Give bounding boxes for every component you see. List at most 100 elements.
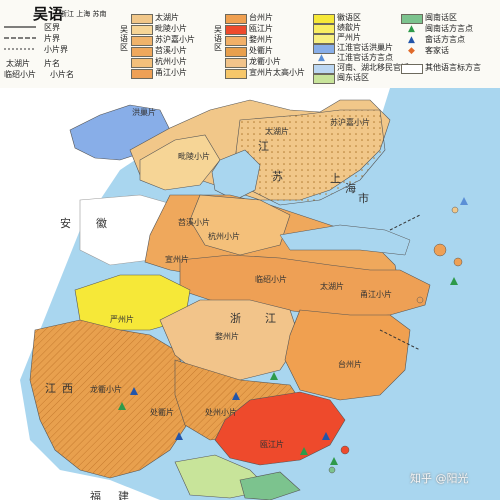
legend-label: 绩歙片 <box>337 23 361 32</box>
legend-label: 婺州片 <box>249 35 273 44</box>
triangle-icon: ▲ <box>408 35 415 45</box>
minnan-point-marker <box>270 372 278 380</box>
province-label-jiang: 江 <box>258 140 269 153</box>
legend-label: 江淮官话洪巢片 <box>337 43 393 52</box>
legend-swatch <box>225 25 247 35</box>
map-label: 临绍小片 <box>255 275 287 284</box>
legend-label: 畲话方言点 <box>425 35 465 44</box>
diamond-icon: ◆ <box>408 46 415 56</box>
map-label: 处州小片 <box>205 408 237 417</box>
legend-label: 宣州片太高小片 <box>249 68 305 77</box>
map-label: 太湖片 <box>320 282 344 291</box>
minnan-point-marker <box>118 402 126 410</box>
province-label-xi: 西 <box>62 382 73 395</box>
map-label: 杭州小片 <box>208 232 240 241</box>
province-label-hui: 徽 <box>96 217 107 230</box>
minnan-point-marker <box>300 447 308 455</box>
legend-swatch <box>401 14 423 24</box>
region-oujiang <box>214 391 346 466</box>
map-label: 苏沪嘉小片 <box>330 118 370 127</box>
map-label: 台州片 <box>338 360 362 369</box>
legend-panel: 吴语 浙江 上海 苏南 区界 片界 小片界 太湖片 片名 临绍小片 小片名 吴语… <box>0 0 500 89</box>
island <box>451 206 459 214</box>
legend-swatch <box>401 64 423 74</box>
legend-label: 苏沪嘉小片 <box>155 35 195 44</box>
hangzhou-bay <box>279 224 411 256</box>
legend-swatch <box>131 47 153 57</box>
region-piling <box>139 134 221 191</box>
province-label-shi: 市 <box>358 192 369 205</box>
map-label: 严州片 <box>110 315 134 324</box>
page-title: 吴语 <box>33 5 64 23</box>
watermark: 知乎 @阳光 <box>410 472 469 485</box>
province-label-zhe: 浙 <box>230 312 241 325</box>
legend-label: 杭州小片 <box>155 57 187 66</box>
province-label-an: 安 <box>60 217 71 230</box>
map-label: 瓯江片 <box>260 440 284 449</box>
province-label-jiangxi: 江 <box>45 382 56 395</box>
map-label: 洪巢片 <box>132 108 156 117</box>
taihu-lake <box>211 149 261 201</box>
region-chuqu-hatch <box>30 320 190 478</box>
group-label-wu: 吴语区 <box>120 25 128 52</box>
legend-swatch <box>131 69 153 79</box>
legend-swatch <box>225 58 247 68</box>
island <box>340 445 350 455</box>
legend-label: 毗陵小片 <box>155 24 187 33</box>
name-type-desc: 片名 <box>44 59 60 68</box>
line-type-label: 区界 <box>44 23 60 32</box>
legend-label: 徽语区 <box>337 13 361 22</box>
dialect-map <box>0 88 500 500</box>
she-point-marker <box>175 432 183 440</box>
legend-label: 闽南话方言点 <box>425 24 473 33</box>
name-type-sample: 临绍小片 <box>4 70 36 79</box>
legend-swatch <box>313 24 335 34</box>
region-taizhou <box>284 309 411 401</box>
legend-swatch <box>225 36 247 46</box>
legend-swatch <box>313 34 335 44</box>
legend-swatch <box>225 14 247 24</box>
legend-swatch <box>225 47 247 57</box>
map-label: 毗陵小片 <box>178 152 210 161</box>
name-type-sample: 太湖片 <box>6 59 30 68</box>
legend-swatch <box>225 69 247 79</box>
map-label: 处衢片 <box>150 408 174 417</box>
province-label-shang: 上 <box>330 172 341 185</box>
legend-swatch <box>131 25 153 35</box>
legend-label: 瓯江片 <box>249 24 273 33</box>
she-point-marker <box>322 432 330 440</box>
name-type-desc: 小片名 <box>50 70 74 79</box>
region-minnan <box>239 471 301 500</box>
legend-swatch <box>313 14 335 24</box>
legend-label: 台州片 <box>249 13 273 22</box>
legend-swatch <box>313 64 335 74</box>
line-type-label: 小片界 <box>44 45 68 54</box>
group-label-wu: 吴语区 <box>214 25 222 52</box>
legend-label: 客家话 <box>425 46 449 55</box>
map-label: 苕溪小片 <box>178 218 210 227</box>
legend-label: 处衢片 <box>249 46 273 55</box>
legend-swatch <box>131 14 153 24</box>
triangle-icon: ▲ <box>318 53 325 63</box>
triangle-icon: ▲ <box>408 24 415 34</box>
jianghuai-point-marker <box>460 197 468 205</box>
island <box>328 466 336 474</box>
region-hangzhou <box>189 194 291 256</box>
legend-label: 严州片 <box>337 33 361 42</box>
map-label: 宣州片 <box>165 255 189 264</box>
map-label: 婺州片 <box>215 332 239 341</box>
legend-label: 苕溪小片 <box>155 46 187 55</box>
page-subtitle: 浙江 上海 苏南 <box>60 10 107 18</box>
minnan-point-marker <box>450 277 458 285</box>
legend-label: 江淮官话方言点 <box>337 53 393 62</box>
she-point-marker <box>232 392 240 400</box>
outer-land <box>0 88 390 500</box>
map-label: 甬江小片 <box>360 290 392 299</box>
island <box>453 257 463 267</box>
province-label-su: 苏 <box>272 170 283 183</box>
she-point-marker <box>130 387 138 395</box>
legend-label: 闽东话区 <box>337 73 369 82</box>
province-label-fu: 福 <box>90 490 101 500</box>
province-label-jian: 建 <box>118 490 129 500</box>
